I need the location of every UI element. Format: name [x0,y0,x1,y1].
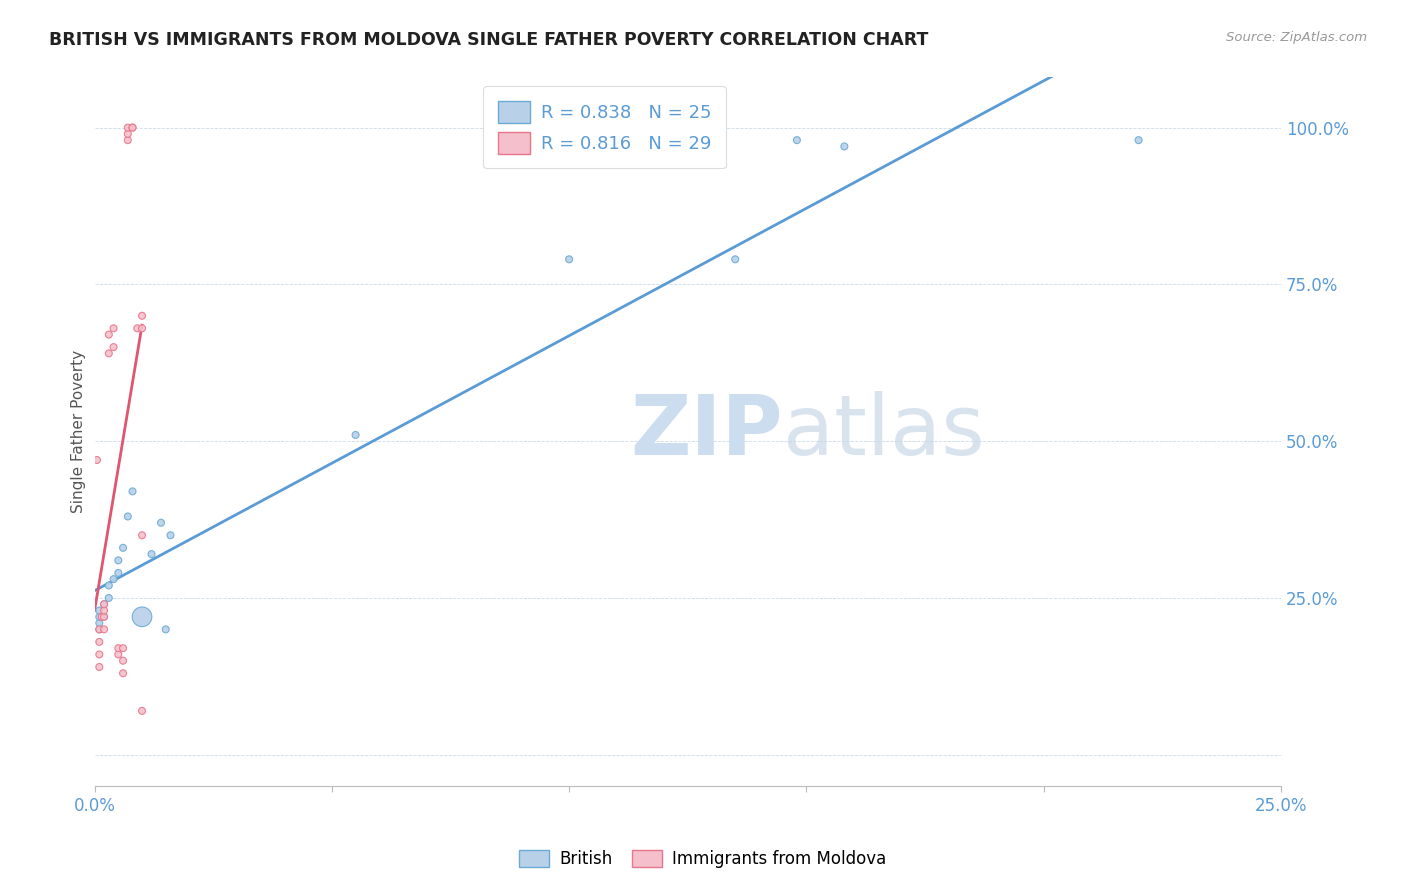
Point [1128,133,1150,147]
Point [121,120,143,135]
Point [107,648,129,662]
Point [89,648,111,662]
Text: atlas: atlas [783,392,984,472]
Point [117,127,139,141]
Point [141,547,163,561]
Point [93,597,115,611]
Point [121,484,143,499]
Point [112,654,135,668]
Point [89,660,111,674]
Point [93,597,115,611]
Point [786,133,808,147]
Point [89,623,111,637]
Point [155,623,177,637]
Point [150,516,173,530]
Text: Source: ZipAtlas.com: Source: ZipAtlas.com [1226,31,1367,45]
Point [93,603,115,617]
Point [97,591,120,605]
Point [344,428,367,442]
Point [121,120,143,135]
Text: ZIP: ZIP [630,392,783,472]
Point [117,120,139,135]
Point [89,609,111,624]
Point [93,609,115,624]
Point [159,528,181,542]
Point [131,309,153,323]
Point [103,340,125,354]
Point [724,252,747,267]
Point [107,641,129,656]
Point [117,509,139,524]
Point [131,321,153,335]
Legend: British, Immigrants from Moldova: British, Immigrants from Moldova [513,843,893,875]
Point [103,572,125,586]
Point [86,453,108,467]
Point [93,609,115,624]
Point [117,133,139,147]
Point [107,566,129,580]
Point [97,578,120,592]
Point [127,321,149,335]
Legend: R = 0.838   N = 25, R = 0.816   N = 29: R = 0.838 N = 25, R = 0.816 N = 29 [484,87,725,169]
Point [103,321,125,335]
Point [131,528,153,542]
Point [107,553,129,567]
Point [834,139,856,153]
Point [89,603,111,617]
Point [112,541,135,555]
Point [131,704,153,718]
Y-axis label: Single Father Poverty: Single Father Poverty [72,351,86,514]
Point [112,641,135,656]
Text: BRITISH VS IMMIGRANTS FROM MOLDOVA SINGLE FATHER POVERTY CORRELATION CHART: BRITISH VS IMMIGRANTS FROM MOLDOVA SINGL… [49,31,928,49]
Point [131,609,153,624]
Point [89,616,111,631]
Point [90,609,112,624]
Point [89,635,111,649]
Point [97,346,120,360]
Point [112,666,135,681]
Point [558,252,581,267]
Point [89,623,111,637]
Point [97,327,120,342]
Point [93,623,115,637]
